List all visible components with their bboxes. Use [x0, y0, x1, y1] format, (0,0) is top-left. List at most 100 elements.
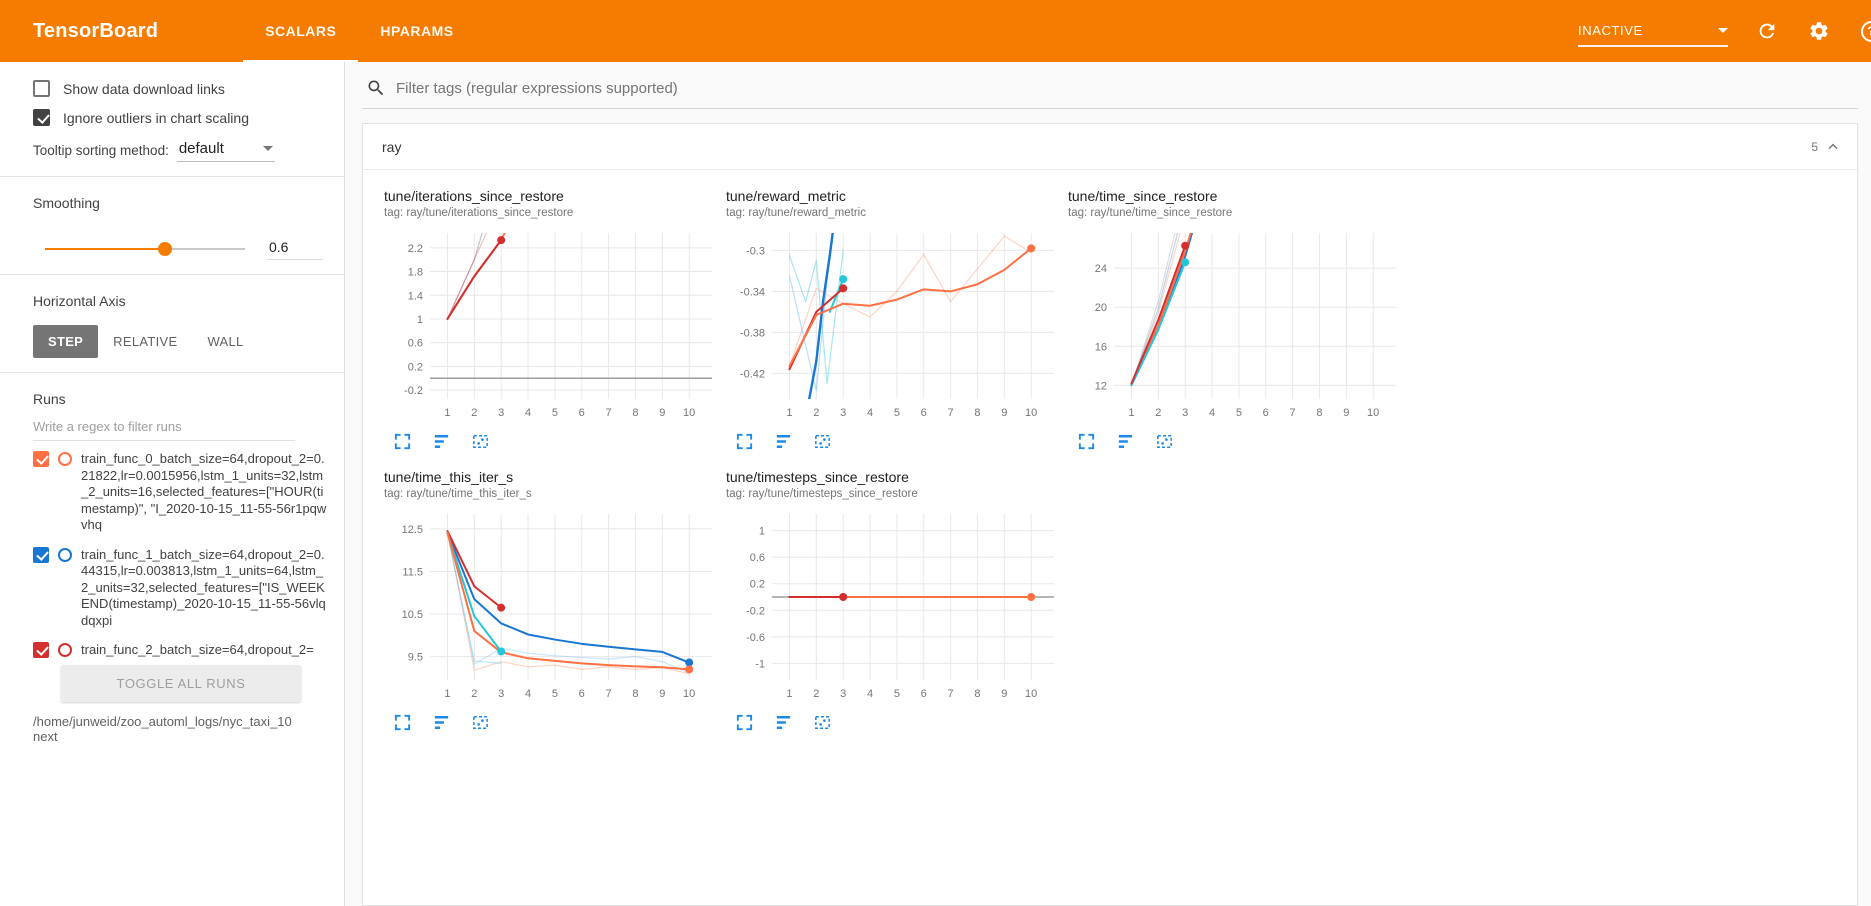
- axis-options: STEP RELATIVE WALL: [33, 325, 329, 358]
- runs-label: Runs: [33, 391, 66, 407]
- run-radio[interactable]: [58, 547, 72, 562]
- log-scale-button[interactable]: [771, 710, 795, 734]
- log-scale-button[interactable]: [771, 429, 795, 453]
- checkbox-icon[interactable]: [33, 109, 50, 126]
- svg-text:9.5: 9.5: [408, 652, 423, 664]
- runs-filter-input[interactable]: [33, 411, 295, 441]
- svg-text:8: 8: [974, 688, 980, 700]
- svg-text:6: 6: [579, 688, 585, 700]
- svg-text:6: 6: [921, 688, 927, 700]
- expand-button[interactable]: [390, 710, 414, 734]
- expand-button[interactable]: [390, 429, 414, 453]
- run-radio[interactable]: [58, 452, 72, 466]
- smoothing-slider[interactable]: [45, 241, 245, 256]
- line-chart[interactable]: 1 2 3 4 5 6 7 8 9 10 -0.2 0.2 0.6 1 1.4 1.8 2.2: [384, 225, 720, 425]
- log-scale-icon: [434, 434, 448, 448]
- help-button[interactable]: ?: [1858, 18, 1871, 44]
- checkbox-row[interactable]: Show data download links: [33, 80, 329, 97]
- run-item[interactable]: train_func_1_batch_size=64,dropout_2=0.4…: [33, 546, 329, 630]
- svg-text:3: 3: [840, 688, 846, 700]
- run-checkbox[interactable]: [33, 451, 49, 467]
- settings-button[interactable]: [1806, 18, 1832, 44]
- expand-button[interactable]: [732, 429, 756, 453]
- svg-text:0.6: 0.6: [408, 338, 423, 350]
- fit-domain-button[interactable]: [468, 429, 492, 453]
- run-label: train_func_2_batch_size=64,dropout_2=: [81, 642, 314, 657]
- chart-tag: tag: ray/tune/iterations_since_restore: [384, 207, 574, 219]
- chart-title: tune/reward_metric: [726, 188, 846, 204]
- chevron-up-icon[interactable]: [1825, 139, 1841, 155]
- svg-text:4: 4: [525, 688, 531, 700]
- chart-title: tune/time_since_restore: [1068, 188, 1218, 204]
- run-checkbox[interactable]: [33, 642, 49, 658]
- svg-text:4: 4: [525, 407, 531, 419]
- log-scale-icon: [776, 715, 790, 729]
- svg-text:1.4: 1.4: [408, 290, 423, 302]
- tab-hparams[interactable]: HPARAMS: [380, 23, 454, 39]
- fit-domain-button[interactable]: [1152, 429, 1176, 453]
- tag-group-header[interactable]: ray 5: [363, 124, 1857, 170]
- svg-text:7: 7: [606, 407, 612, 419]
- fit-domain-button[interactable]: [810, 429, 834, 453]
- log-scale-button[interactable]: [429, 429, 453, 453]
- svg-text:6: 6: [1263, 407, 1269, 419]
- chart-card: tune/reward_metric tag: ray/tune/reward_m…: [726, 188, 1062, 453]
- svg-text:7: 7: [1290, 407, 1296, 419]
- expand-button[interactable]: [732, 710, 756, 734]
- checkbox-label: Show data download links: [63, 80, 225, 97]
- smoothing-value-input[interactable]: [267, 237, 323, 260]
- log-scale-button[interactable]: [1113, 429, 1137, 453]
- svg-text:6: 6: [579, 407, 585, 419]
- checkbox-row[interactable]: Ignore outliers in chart scaling: [33, 109, 329, 126]
- run-label: train_func_1_batch_size=64,dropout_2=0.4…: [81, 546, 326, 628]
- svg-text:-0.38: -0.38: [740, 327, 765, 339]
- tag-filter-input[interactable]: [396, 79, 1854, 97]
- fit-domain-icon: [814, 434, 830, 448]
- run-item[interactable]: train_func_2_batch_size=64,dropout_2=: [33, 642, 329, 659]
- fit-domain-button[interactable]: [810, 710, 834, 734]
- runs-list: train_func_0_batch_size=64,dropout_2=0.2…: [33, 451, 329, 663]
- smoothing-slider-thumb[interactable]: [158, 241, 172, 256]
- run-radio[interactable]: [58, 643, 72, 657]
- sidebar: Show data download links Ignore outliers …: [0, 62, 345, 906]
- svg-text:10.5: 10.5: [402, 609, 423, 621]
- checkbox-icon[interactable]: [33, 80, 50, 97]
- toggle-all-runs-button[interactable]: TOGGLE ALL RUNS: [61, 665, 301, 702]
- log-scale-icon: [776, 434, 790, 448]
- sidebar-toggles: Show data download links Ignore outliers …: [33, 80, 329, 126]
- svg-text:-0.3: -0.3: [746, 245, 765, 257]
- log-scale-icon: [434, 715, 448, 729]
- tab-scalars[interactable]: SCALARS: [243, 0, 359, 62]
- nav-tabs: SCALARS HPARAMS: [243, 0, 475, 62]
- smoothing-label: Smoothing: [33, 195, 100, 211]
- svg-text:1: 1: [444, 407, 450, 419]
- fit-domain-button[interactable]: [468, 710, 492, 734]
- axis-relative-button[interactable]: RELATIVE: [98, 325, 192, 358]
- expand-button[interactable]: [1074, 429, 1098, 453]
- svg-text:7: 7: [948, 688, 954, 700]
- chart-card: tune/time_since_restore tag: ray/tune/tim…: [1068, 188, 1404, 453]
- run-item[interactable]: train_func_0_batch_size=64,dropout_2=0.2…: [33, 451, 329, 534]
- reload-status-dropdown[interactable]: INACTIVE: [1578, 23, 1728, 47]
- svg-text:12.5: 12.5: [402, 524, 423, 536]
- run-checkbox[interactable]: [33, 546, 49, 563]
- expand-icon: [394, 433, 410, 449]
- svg-text:9: 9: [1343, 407, 1349, 419]
- chart-card: tune/iterations_since_restore tag: ray/tu…: [384, 188, 720, 453]
- svg-text:9: 9: [659, 407, 665, 419]
- svg-text:8: 8: [632, 688, 638, 700]
- line-chart[interactable]: 1 2 3 4 5 6 7 8 9 10 9.5 10.5 11.5 12.5: [384, 506, 720, 706]
- refresh-button[interactable]: [1754, 18, 1780, 44]
- log-scale-button[interactable]: [429, 710, 453, 734]
- axis-step-button[interactable]: STEP: [33, 325, 99, 358]
- line-chart[interactable]: 1 2 3 4 5 6 7 8 9 10 -1 -0.6 -0.2 0.2 0.6 1: [726, 506, 1062, 706]
- fit-domain-icon: [472, 434, 488, 448]
- svg-text:0.6: 0.6: [750, 552, 765, 564]
- line-chart[interactable]: 1 2 3 4 5 6 7 8 9 10 -0.42 -0.38 -0.34 -0.3: [726, 225, 1062, 425]
- divider: [0, 372, 344, 373]
- help-icon: ?: [1860, 20, 1871, 42]
- tooltip-sorting-dropdown[interactable]: default: [176, 140, 275, 162]
- tag-filter: [362, 78, 1858, 109]
- axis-wall-button[interactable]: WALL: [192, 325, 258, 358]
